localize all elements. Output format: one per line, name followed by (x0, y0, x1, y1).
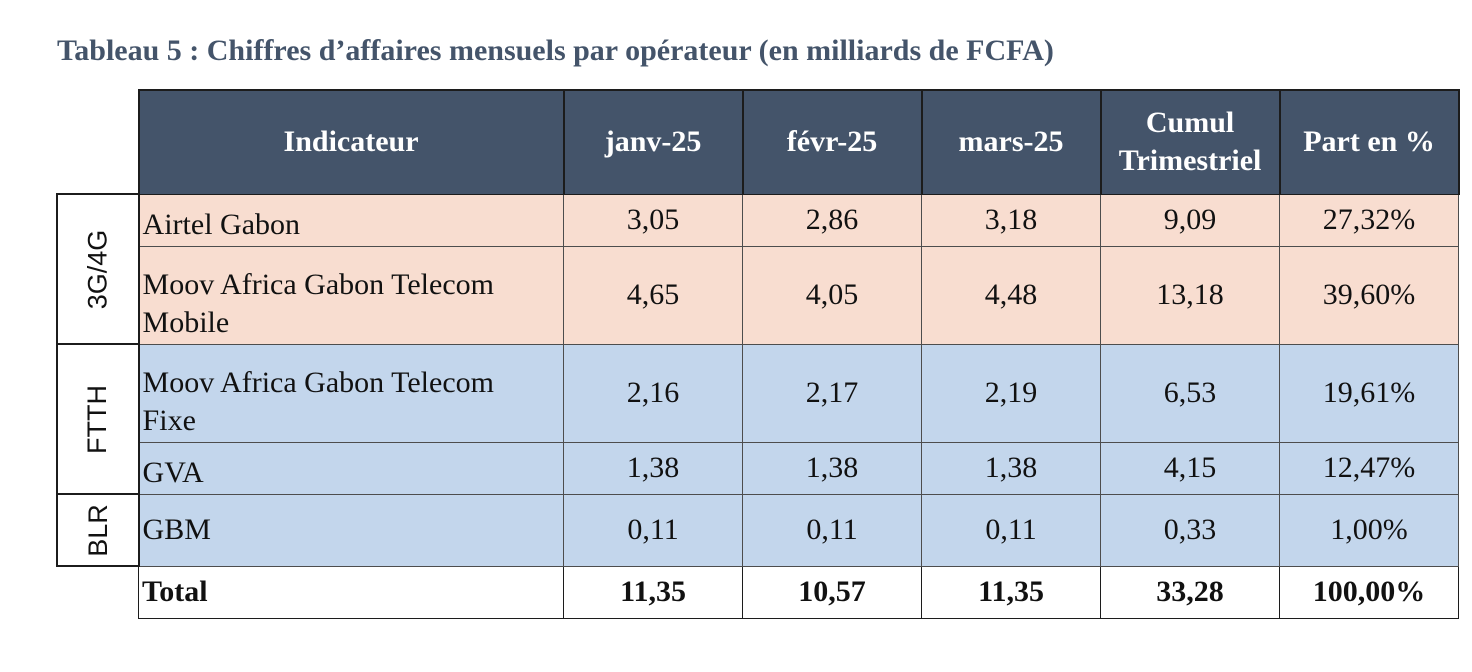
cell-mar: 1,38 (921, 441, 1102, 495)
cell-share: 27,32% (1279, 193, 1460, 247)
cell-mar: 4,48 (921, 245, 1102, 345)
cell-jan: 3,05 (563, 193, 744, 247)
cell-jan: 4,65 (563, 245, 744, 345)
table-title: Tableau 5 : Chiffres d’affaires mensuels… (57, 34, 1054, 67)
cell-jan: 0,11 (563, 493, 744, 567)
cell-feb: 1,38 (742, 441, 923, 495)
cell-feb: 0,11 (742, 493, 923, 567)
col-header-cumul-line2: Trimestriel (1118, 144, 1262, 178)
row-name: Moov Africa Gabon Telecom Mobile (138, 245, 565, 345)
cell-jan: 1,38 (563, 441, 744, 495)
col-header-indicator: Indicateur (137, 89, 565, 195)
cell-feb: 4,05 (742, 245, 923, 345)
cell-mar: 0,11 (921, 493, 1102, 567)
cell-share: 12,47% (1279, 441, 1460, 495)
header-corner (57, 90, 139, 194)
cell-cumul: 4,15 (1100, 441, 1281, 495)
total-mar: 11,35 (921, 565, 1102, 619)
cell-share: 19,61% (1279, 343, 1460, 443)
group-label-blr: BLR (56, 493, 140, 567)
row-name: GBM (138, 493, 565, 567)
group-label-3g4g: 3G/4G (56, 193, 140, 345)
col-header-share: Part en % (1278, 89, 1460, 195)
table-row: GVA 1,38 1,38 1,38 4,15 12,47% (57, 441, 1460, 495)
cell-cumul: 13,18 (1100, 245, 1281, 345)
table-row: FTTH Moov Africa Gabon Telecom Fixe 2,16… (56, 343, 1460, 495)
table-row: 3G/4G Airtel Gabon 3,05 2,86 3,18 9,09 2… (56, 193, 1460, 345)
cell-cumul: 0,33 (1100, 493, 1281, 567)
cell-share: 39,60% (1279, 245, 1460, 345)
total-spacer (57, 566, 140, 618)
cell-mar: 2,19 (921, 343, 1102, 443)
group-label-ftth: FTTH (56, 343, 140, 495)
total-cumul: 33,28 (1100, 565, 1281, 619)
col-header-cumul: Cumul Trimestriel (1099, 89, 1281, 195)
header-row: Indicateur janv-25 févr-25 mars-25 Cumul… (57, 89, 1460, 195)
total-share: 100,00% (1279, 565, 1460, 619)
cell-share: 1,00% (1279, 493, 1460, 567)
cell-feb: 2,86 (742, 193, 923, 247)
table-row: Moov Africa Gabon Telecom Mobile 4,65 4,… (57, 245, 1460, 345)
revenue-table: Indicateur janv-25 févr-25 mars-25 Cumul… (56, 89, 1460, 619)
cell-feb: 2,17 (742, 343, 923, 443)
col-header-mar: mars-25 (920, 89, 1102, 195)
total-jan: 11,35 (563, 565, 744, 619)
total-feb: 10,57 (742, 565, 923, 619)
table-row: BLR GBM 0,11 0,11 0,11 0,33 1,00% (56, 493, 1460, 567)
total-label: Total (138, 565, 565, 619)
cell-jan: 2,16 (563, 343, 744, 443)
total-row: Total 11,35 10,57 11,35 33,28 100,00% (57, 565, 1460, 619)
col-header-cumul-line1: Cumul (1145, 106, 1235, 140)
row-name: Airtel Gabon (138, 193, 565, 247)
col-header-jan: janv-25 (562, 89, 744, 195)
row-name: GVA (138, 441, 565, 495)
col-header-feb: févr-25 (741, 89, 923, 195)
cell-cumul: 6,53 (1100, 343, 1281, 443)
cell-cumul: 9,09 (1100, 193, 1281, 247)
row-name: Moov Africa Gabon Telecom Fixe (138, 343, 565, 443)
cell-mar: 3,18 (921, 193, 1102, 247)
